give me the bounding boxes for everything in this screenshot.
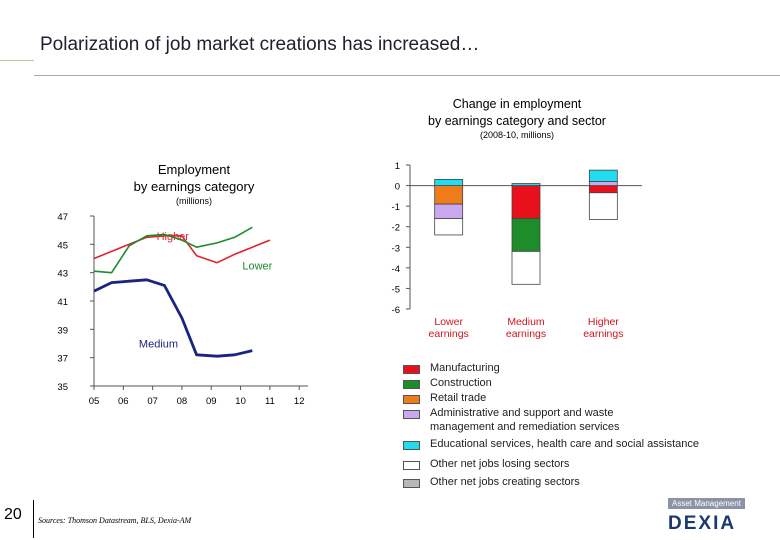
bar-segment xyxy=(434,185,464,205)
bar-category-label: earnings xyxy=(429,328,469,340)
change-employment-bar-chart: Change in employment by earnings category… xyxy=(392,97,642,340)
bar-category-label: Lower xyxy=(434,316,463,328)
bar-category-label: Medium xyxy=(507,316,545,328)
bar-chart-title-line: by earnings category and sector xyxy=(428,114,606,128)
bar-segment xyxy=(511,218,541,252)
bar-segment xyxy=(588,192,618,220)
bar-chart-title-line: Change in employment xyxy=(453,97,582,111)
dexia-logo: Asset Management DEXIA xyxy=(668,493,768,534)
series-label-lower: Lower xyxy=(242,261,272,273)
bar-y-tick-label: 1 xyxy=(395,161,400,172)
line-x-tick-label: 06 xyxy=(118,396,129,407)
bar-y-tick-label: -6 xyxy=(392,305,400,316)
line-x-tick-label: 05 xyxy=(89,396,100,407)
legend-swatch xyxy=(403,410,420,419)
line-y-tick-label: 35 xyxy=(57,382,68,393)
series-line-lower xyxy=(93,226,253,274)
bar-y-tick-label: -4 xyxy=(392,264,400,275)
legend-label: Educational services, health care and so… xyxy=(430,437,699,451)
bar-segment xyxy=(434,179,464,186)
line-y-tick-label: 41 xyxy=(57,297,68,308)
legend-label-line: Retail trade xyxy=(430,392,487,404)
legend-swatch xyxy=(403,380,420,389)
legend-label: Administrative and support and waste mana… xyxy=(430,406,620,434)
line-chart-title-line: Employment xyxy=(158,162,231,177)
legend-label: Construction xyxy=(430,376,492,390)
line-x-tick-label: 08 xyxy=(177,396,188,407)
title-accent-rule xyxy=(0,60,34,61)
bar-category-label: earnings xyxy=(506,328,546,340)
legend-swatch xyxy=(403,365,420,374)
legend-label: Manufacturing xyxy=(430,361,500,375)
logo-tagline: Asset Management xyxy=(668,498,745,509)
bar-category-label: earnings xyxy=(583,328,623,340)
bar-segment xyxy=(511,250,541,285)
title-divider xyxy=(34,75,780,76)
legend-label-line: Other net jobs creating sectors xyxy=(430,476,580,488)
logo-wordmark: DEXIA xyxy=(668,513,737,534)
page-number: 20 xyxy=(4,506,22,523)
bar-chart-subtitle: (2008-10, millions) xyxy=(480,130,554,140)
legend-label-line: management and remediation services xyxy=(430,421,620,433)
legend-label-line: Administrative and support and waste xyxy=(430,407,614,419)
legend-swatch xyxy=(403,479,420,488)
legend-swatch xyxy=(403,441,420,450)
line-y-tick-label: 45 xyxy=(57,240,68,251)
series-label-medium: Medium xyxy=(139,339,178,351)
bar-segment xyxy=(434,203,464,219)
bar-y-tick-label: -5 xyxy=(392,284,400,295)
line-x-tick-label: 10 xyxy=(235,396,246,407)
footer-divider xyxy=(33,500,34,538)
legend-label: Other net jobs losing sectors xyxy=(430,457,569,471)
bar-y-tick-label: -3 xyxy=(392,243,400,254)
line-x-tick-label: 09 xyxy=(206,396,217,407)
legend-label: Other net jobs creating sectors xyxy=(430,475,580,489)
legend-swatch xyxy=(403,461,420,470)
line-x-tick-label: 12 xyxy=(294,396,305,407)
line-x-tick-label: 07 xyxy=(147,396,158,407)
line-chart-title-line: by earnings category xyxy=(134,179,255,194)
line-y-tick-label: 39 xyxy=(57,325,68,336)
legend-swatch xyxy=(403,395,420,404)
page-title: Polarization of job market creations has… xyxy=(40,34,480,55)
line-x-tick-label: 11 xyxy=(265,396,275,407)
series-line-higher xyxy=(93,235,271,264)
series-line-medium xyxy=(93,278,253,358)
employment-line-chart: Employment by earnings category (millions)… xyxy=(57,162,308,407)
bar-segment xyxy=(511,185,541,219)
line-y-tick-label: 43 xyxy=(57,269,68,280)
bar-y-tick-label: -1 xyxy=(392,202,400,213)
legend-label-line: Educational services, health care and so… xyxy=(430,438,700,450)
legend-label-line: Other net jobs losing sectors xyxy=(430,458,570,470)
bar-segment xyxy=(588,169,618,182)
bar-segment xyxy=(588,185,618,194)
legend-label: Retail trade xyxy=(430,391,486,405)
bar-segment xyxy=(434,218,464,236)
legend-label-line: Manufacturing xyxy=(430,362,500,374)
line-y-tick-label: 37 xyxy=(57,354,68,365)
bar-category-label: Higher xyxy=(588,316,619,328)
bar-segment xyxy=(588,181,618,186)
source-note: Sources: Thomson Datastream, BLS, Dexia-… xyxy=(38,516,192,525)
bar-y-tick-label: -2 xyxy=(392,223,400,234)
legend-label-line: Construction xyxy=(430,377,492,389)
bar-y-tick-label: 0 xyxy=(395,182,400,193)
line-y-tick-label: 47 xyxy=(57,212,68,223)
line-chart-subtitle: (millions) xyxy=(176,196,212,206)
bar-segment xyxy=(511,183,541,186)
